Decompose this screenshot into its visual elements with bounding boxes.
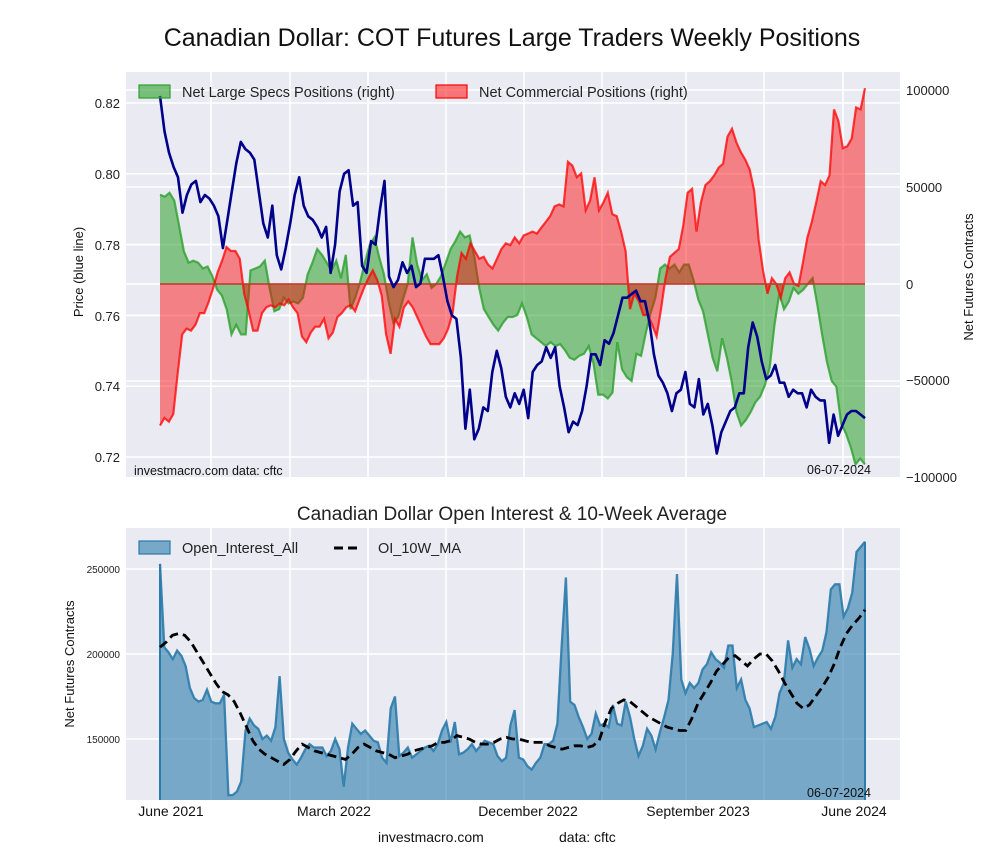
legend-label-commercial: Net Commercial Positions (right) — [479, 85, 688, 101]
top-left-axis: 0.82 0.80 0.78 0.76 0.74 0.72 — [95, 96, 120, 465]
bottom-axis-label: Net Futures Contracts — [62, 600, 77, 728]
left-tick-label: 0.78 — [95, 238, 120, 253]
left-tick-label: 0.76 — [95, 309, 120, 324]
top-price-series — [158, 95, 866, 455]
top-legend: Net Large Specs Positions (right) Net Co… — [138, 84, 688, 101]
footer-site: investmacro.com — [378, 829, 484, 845]
legend-label-open-interest: Open_Interest_All — [182, 541, 298, 557]
bottom-series — [158, 541, 867, 800]
figure-title: Canadian Dollar: COT Futures Large Trade… — [164, 24, 861, 52]
x-axis: June 2021 March 2022 December 2022 Septe… — [138, 803, 887, 819]
right-axis-label: Net Futures Contracts — [961, 213, 976, 341]
right-tick-label: −50000 — [906, 373, 950, 388]
legend-label-specs: Net Large Specs Positions (right) — [182, 85, 395, 101]
ma-line — [159, 608, 867, 767]
x-tick-label: December 2022 — [478, 803, 578, 819]
bottom-tick-label: 150000 — [87, 735, 121, 746]
left-tick-label: 0.82 — [95, 96, 120, 111]
left-axis-label: Price (blue line) — [71, 227, 86, 317]
watermark-top: investmacro.com data: cftc — [134, 464, 283, 478]
top-chart: 0.82 0.80 0.78 0.76 0.74 0.72 100000 500… — [71, 72, 976, 485]
left-tick-label: 0.80 — [95, 167, 120, 182]
bottom-y-axis: 250000 200000 150000 — [87, 565, 121, 746]
bottom-tick-label: 200000 — [87, 650, 121, 661]
left-tick-label: 0.72 — [95, 450, 120, 465]
right-tick-label: 0 — [906, 277, 913, 292]
specs-area — [160, 192, 865, 465]
left-tick-label: 0.74 — [95, 379, 120, 394]
bottom-chart-title: Canadian Dollar Open Interest & 10-Week … — [297, 504, 727, 525]
top-gridlines — [126, 72, 900, 479]
bottom-chart: Canadian Dollar Open Interest & 10-Week … — [62, 504, 900, 819]
legend-swatch-open-interest — [138, 540, 171, 555]
x-tick-label: June 2021 — [138, 803, 204, 819]
top-area-series — [159, 87, 867, 467]
right-tick-label: 50000 — [906, 180, 942, 195]
x-tick-label: June 2024 — [821, 803, 887, 819]
date-label-top: 06-07-2024 — [807, 463, 871, 477]
specs-line — [159, 191, 866, 467]
right-tick-label: −100000 — [906, 470, 957, 485]
date-label-bottom: 06-07-2024 — [807, 786, 871, 800]
bottom-tick-label: 250000 — [87, 565, 121, 576]
footer-source: data: cftc — [559, 829, 616, 845]
price-line — [158, 95, 866, 455]
x-tick-label: March 2022 — [297, 803, 371, 819]
open-interest-area — [160, 541, 865, 800]
commercial-line — [159, 87, 867, 427]
right-tick-label: 100000 — [906, 83, 949, 98]
legend-swatch-commercial — [435, 84, 468, 99]
x-tick-label: September 2023 — [646, 803, 750, 819]
legend-label-ma: OI_10W_MA — [378, 541, 461, 557]
bottom-legend: Open_Interest_All OI_10W_MA — [138, 540, 461, 557]
open-interest-line — [158, 541, 866, 797]
commercial-area — [160, 88, 865, 426]
legend-swatch-specs — [138, 84, 171, 99]
top-right-axis: 100000 50000 0 −50000 −100000 — [906, 83, 957, 485]
